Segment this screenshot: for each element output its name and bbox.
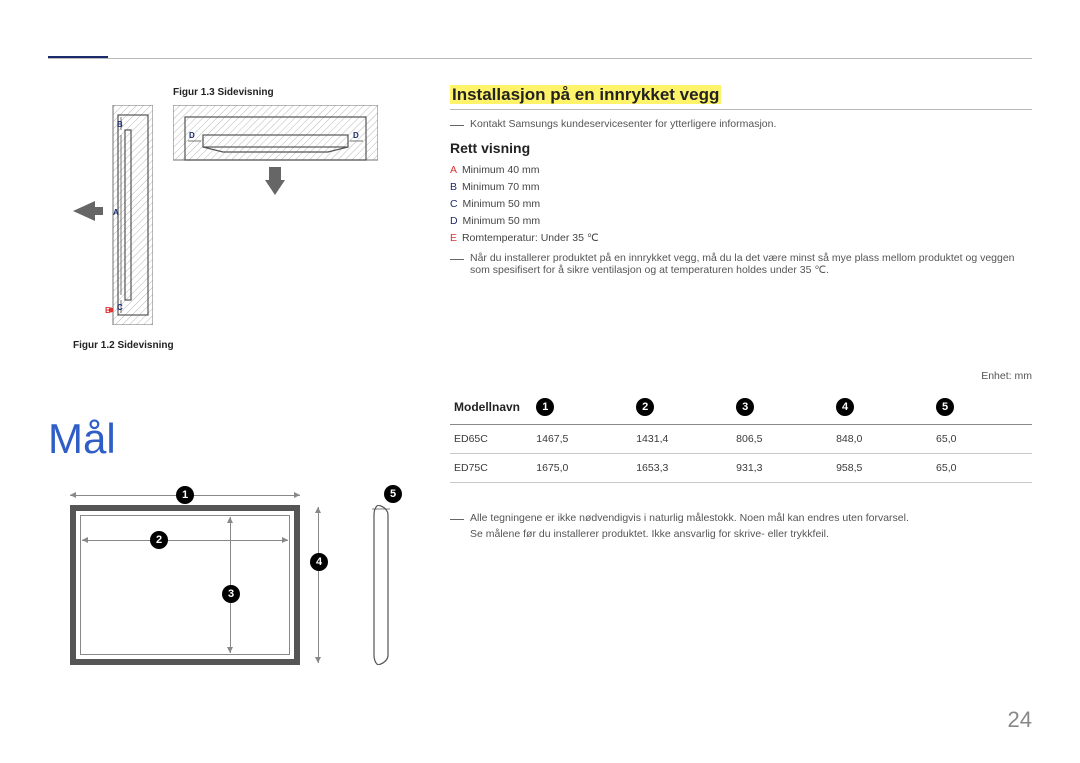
spec-c: C Minimum 50 mm [450,198,1032,210]
note-contact-text: Kontakt Samsungs kundeservicesenter for … [470,118,776,130]
dim-line-4 [318,507,319,663]
spec-b: B Minimum 70 mm [450,181,1032,193]
svg-text:B: B [117,120,123,129]
svg-text:D: D [189,131,195,140]
section-title-text: Installasjon på en innrykket vegg [450,85,721,104]
table-note-1: Alle tegningene er ikke nødvendigvis i n… [450,512,909,524]
col-4-icon: 4 [836,398,854,416]
col-5-icon: 5 [936,398,954,416]
unit-label: Enhet: mm [981,370,1032,382]
page-number: 24 [1008,707,1032,733]
table-header-row: Modellnavn 1 2 3 4 5 [450,390,1032,425]
spec-a: A Minimum 40 mm [450,164,1032,176]
callout-2-icon: 2 [150,531,168,549]
install-note: Når du installerer produktet på en innry… [450,252,1032,276]
table-note-2: Se målene før du installerer produktet. … [470,528,909,540]
col-2-icon: 2 [636,398,654,416]
figure-1-3-label: Figur 1.3 Sidevisning [173,87,274,98]
dash-icon [450,519,464,520]
figure-1-2-side-view: B A C E [73,105,153,325]
callout-4-icon: 4 [310,553,328,571]
dimensions-table: Modellnavn 1 2 3 4 5 ED65C 1467,5 1431,4… [450,390,1032,483]
th-modellnavn: Modellnavn [450,390,532,425]
spec-d: D Minimum 50 mm [450,215,1032,227]
spec-e: E Romtemperatur: Under 35 ℃ [450,232,1032,244]
header-rule [48,58,1032,68]
figure-1-3-top-view: D D [173,105,378,210]
note-contact: Kontakt Samsungs kundeservicesenter for … [450,118,1032,130]
mal-heading: Mål [48,415,116,463]
front-dimension-diagram: 1 2 3 4 [70,485,330,670]
right-column: Installasjon på en innrykket vegg Kontak… [450,85,1032,286]
side-profile-diagram [368,505,398,665]
callout-1-icon: 1 [176,486,194,504]
section-title: Installasjon på en innrykket vegg [450,85,1032,110]
svg-text:A: A [113,208,119,217]
callout-5-icon: 5 [384,485,402,503]
col-3-icon: 3 [736,398,754,416]
install-note-text: Når du installerer produktet på en innry… [470,252,1032,276]
sub-title: Rett visning [450,140,1032,156]
display-inner-rect [80,515,290,655]
table-row: ED75C 1675,0 1653,3 931,3 958,5 65,0 [450,454,1032,483]
table-notes: Alle tegningene er ikke nødvendigvis i n… [450,510,909,544]
dash-icon [450,259,464,260]
svg-text:C: C [117,303,123,312]
svg-text:D: D [353,131,359,140]
figure-1-2-label: Figur 1.2 Sidevisning [73,340,174,351]
col-1-icon: 1 [536,398,554,416]
dash-icon [450,125,464,126]
table-row: ED65C 1467,5 1431,4 806,5 848,0 65,0 [450,425,1032,454]
callout-3-icon: 3 [222,585,240,603]
dim-line-2 [82,540,288,541]
